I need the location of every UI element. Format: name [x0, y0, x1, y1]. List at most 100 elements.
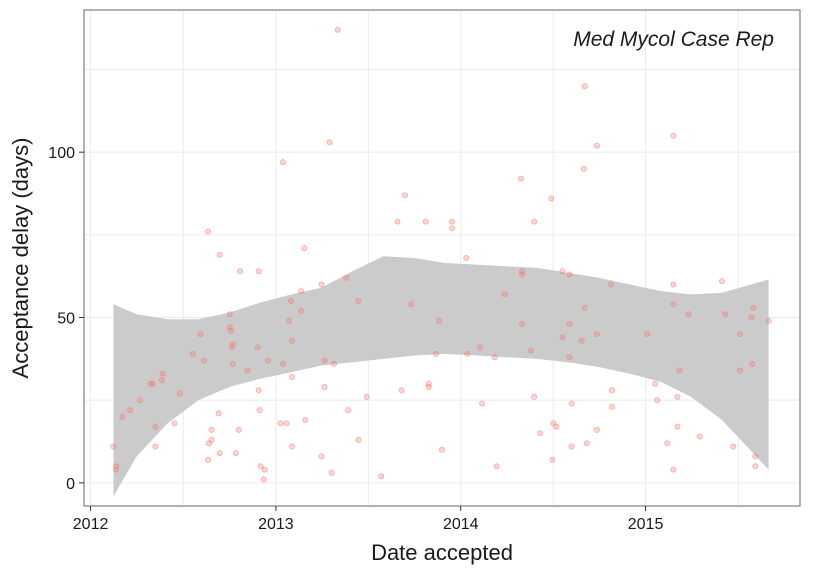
data-point	[531, 218, 538, 225]
data-point	[289, 443, 296, 450]
data-point	[149, 380, 156, 387]
data-point	[321, 357, 328, 364]
data-point	[355, 436, 362, 443]
x-tick-label: 2013	[258, 516, 294, 533]
data-point	[119, 413, 126, 420]
data-point	[147, 380, 154, 387]
data-point	[236, 268, 243, 275]
data-point	[566, 354, 573, 361]
data-point	[578, 337, 585, 344]
data-point	[227, 327, 234, 334]
confidence-band	[113, 256, 769, 497]
data-point	[113, 463, 120, 470]
data-point	[548, 195, 555, 202]
data-point	[110, 443, 117, 450]
y-tick-label: 0	[66, 476, 75, 493]
data-point	[283, 420, 290, 427]
data-point	[593, 142, 600, 149]
data-point	[748, 314, 755, 321]
data-point	[752, 453, 759, 460]
data-point	[644, 331, 651, 338]
data-point	[593, 331, 600, 338]
data-point	[136, 397, 143, 404]
data-point	[765, 317, 772, 324]
data-point	[581, 304, 588, 311]
x-tick-label: 2012	[73, 516, 109, 533]
data-point	[318, 281, 325, 288]
data-point	[197, 331, 204, 338]
data-point	[229, 340, 236, 347]
y-axis-title: Acceptance delay (days)	[8, 138, 33, 379]
data-point	[244, 367, 251, 374]
data-point	[355, 297, 362, 304]
data-point	[670, 301, 677, 308]
data-point	[518, 175, 525, 182]
data-point	[566, 271, 573, 278]
data-point	[289, 373, 296, 380]
panel-border	[83, 9, 801, 507]
data-point	[226, 324, 233, 331]
data-point	[394, 218, 401, 225]
data-point	[737, 331, 744, 338]
data-point	[730, 443, 737, 450]
data-point	[261, 466, 268, 473]
data-point	[501, 291, 508, 298]
data-point	[609, 387, 616, 394]
data-point	[256, 407, 263, 414]
x-axis-ticks: 2012 2013 2014 2015	[73, 506, 664, 533]
data-point	[255, 387, 262, 394]
data-point	[228, 344, 235, 351]
data-point	[378, 473, 385, 480]
data-point	[255, 268, 262, 275]
data-point	[205, 228, 212, 235]
data-point	[302, 416, 309, 423]
data-point	[229, 360, 236, 367]
data-points	[110, 26, 772, 483]
data-point	[674, 423, 681, 430]
data-point	[464, 350, 471, 357]
data-point	[279, 159, 286, 166]
data-point	[232, 450, 239, 457]
data-point	[463, 254, 470, 261]
data-point	[519, 268, 526, 275]
data-point	[331, 360, 338, 367]
confidence-band-area	[113, 256, 769, 497]
data-point	[528, 347, 535, 354]
data-point	[260, 476, 267, 483]
data-point	[216, 450, 223, 457]
data-point	[549, 456, 556, 463]
data-point	[226, 311, 233, 318]
data-point	[449, 218, 456, 225]
data-point	[568, 400, 575, 407]
data-point	[277, 420, 284, 427]
data-point	[321, 383, 328, 390]
data-point	[189, 350, 196, 357]
data-point	[676, 367, 683, 374]
data-point	[608, 281, 615, 288]
data-point	[531, 393, 538, 400]
data-point	[559, 334, 566, 341]
data-point	[408, 301, 415, 308]
data-point	[326, 139, 333, 146]
data-point	[438, 446, 445, 453]
data-point	[670, 132, 677, 139]
data-point	[435, 317, 442, 324]
y-tick-label: 100	[48, 145, 75, 162]
data-point	[493, 463, 500, 470]
data-point	[289, 337, 296, 344]
data-point	[288, 297, 295, 304]
x-tick-label: 2015	[628, 516, 664, 533]
data-point	[398, 387, 405, 394]
data-point	[301, 245, 308, 252]
data-point	[158, 377, 165, 384]
data-point	[568, 443, 575, 450]
data-point	[264, 357, 271, 364]
data-point	[478, 400, 485, 407]
data-point	[127, 407, 134, 414]
data-point	[298, 288, 305, 295]
data-point	[670, 466, 677, 473]
data-point	[171, 420, 178, 427]
data-point	[476, 344, 483, 351]
data-point	[208, 436, 215, 443]
data-point	[750, 304, 757, 311]
